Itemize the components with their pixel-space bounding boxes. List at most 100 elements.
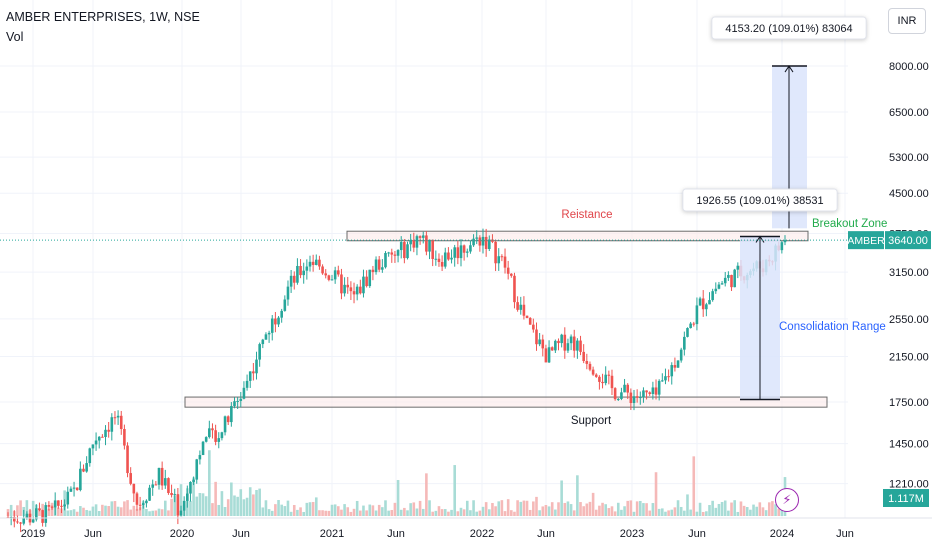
candle-body (321, 266, 324, 274)
candle-body (447, 252, 450, 260)
volume-bar (321, 510, 324, 516)
volume-bar (47, 508, 51, 516)
volume-bar (450, 509, 453, 516)
volume-bar (110, 501, 114, 516)
candle-body (245, 380, 249, 388)
candle-body (535, 329, 538, 345)
volume-bar (613, 511, 617, 516)
candle-body (31, 519, 35, 523)
candle-body (692, 323, 696, 325)
volume-bar (91, 506, 95, 516)
candle-body (664, 376, 667, 381)
candle-body (654, 387, 658, 395)
candle-body (532, 324, 535, 330)
candle-body (123, 429, 126, 446)
volume-bar (604, 504, 607, 516)
candle-body (554, 340, 557, 351)
volume-bar (296, 509, 299, 516)
volume-bar (661, 508, 664, 516)
candle-body (274, 318, 277, 325)
candle-body (261, 339, 265, 345)
volume-indicator-label[interactable]: Vol (6, 30, 24, 44)
resistance-zone (346, 230, 809, 242)
volume-bar (377, 504, 381, 516)
volume-bar (689, 509, 692, 516)
volume-bar (195, 496, 199, 516)
candle-body (314, 259, 318, 265)
volume-bar (340, 509, 343, 516)
volume-bar (245, 497, 249, 516)
candle-body (638, 397, 642, 399)
candle-body (182, 500, 186, 511)
measure-label-big: 4153.20 (109.01%) 83064 (725, 23, 852, 35)
volume-bar (403, 507, 406, 516)
volume-bar (528, 509, 532, 516)
candle-body (110, 417, 114, 432)
volume-bar (761, 507, 765, 516)
volume-bar (708, 505, 711, 516)
volume-bar (79, 506, 82, 516)
volume-bar (519, 501, 523, 516)
lightning-icon[interactable]: ⚡︎ (775, 488, 799, 512)
candle-body (519, 304, 523, 310)
volume-bar (148, 511, 151, 516)
volume-bar (616, 502, 620, 516)
volume-bar (242, 499, 246, 516)
candle-body (141, 503, 145, 505)
candle-body (456, 247, 460, 259)
candle-body (522, 304, 526, 316)
volume-bar (157, 508, 161, 516)
candle-body (63, 504, 66, 507)
volume-bar (648, 510, 652, 516)
volume-bar (525, 500, 529, 516)
volume-bar (107, 506, 110, 516)
volume-bar (264, 500, 268, 516)
candle-body (657, 380, 661, 395)
x-tick-label: 2021 (320, 528, 344, 540)
volume-bar (510, 510, 513, 516)
candle-body (434, 258, 438, 260)
candle-body (355, 286, 359, 295)
volume-bar (598, 505, 601, 516)
candle-body (252, 371, 255, 374)
candle-body (569, 336, 573, 344)
volume-bar (330, 504, 334, 516)
candle-body (233, 401, 236, 407)
candle-body (736, 265, 740, 270)
candle-body (390, 252, 394, 255)
candle-body (576, 340, 579, 351)
currency-selector[interactable]: INR (888, 8, 926, 34)
candle-body (60, 505, 63, 507)
volume-bar (230, 482, 233, 516)
candle-body (104, 429, 107, 437)
volume-bar (626, 500, 630, 516)
candle-body (204, 437, 208, 442)
volume-bar (289, 511, 293, 516)
volume-bar (582, 506, 585, 516)
candle-body (377, 259, 381, 270)
volume-bar (343, 504, 346, 516)
volume-bar (355, 500, 359, 516)
x-tick-label: Jun (232, 528, 250, 540)
candle-body (701, 298, 705, 310)
candle-body (349, 287, 353, 292)
volume-bar (440, 509, 444, 516)
candle-body (145, 500, 148, 504)
volume-bar (57, 507, 60, 516)
measure-label-small: 1926.55 (109.01%) 38531 (696, 195, 823, 207)
volume-bar (396, 480, 400, 516)
candle-body (107, 429, 110, 432)
volume-bar (211, 503, 214, 516)
candle-body (337, 270, 340, 275)
candle-body (510, 273, 513, 276)
volume-bar (576, 475, 579, 516)
candle-body (94, 440, 98, 445)
candle-body (604, 374, 607, 384)
candle-body (179, 510, 183, 516)
volume-bar (399, 509, 403, 516)
candle-body (66, 491, 70, 505)
candle-body (453, 247, 456, 258)
candle-body (497, 256, 501, 264)
candle-body (324, 273, 328, 276)
